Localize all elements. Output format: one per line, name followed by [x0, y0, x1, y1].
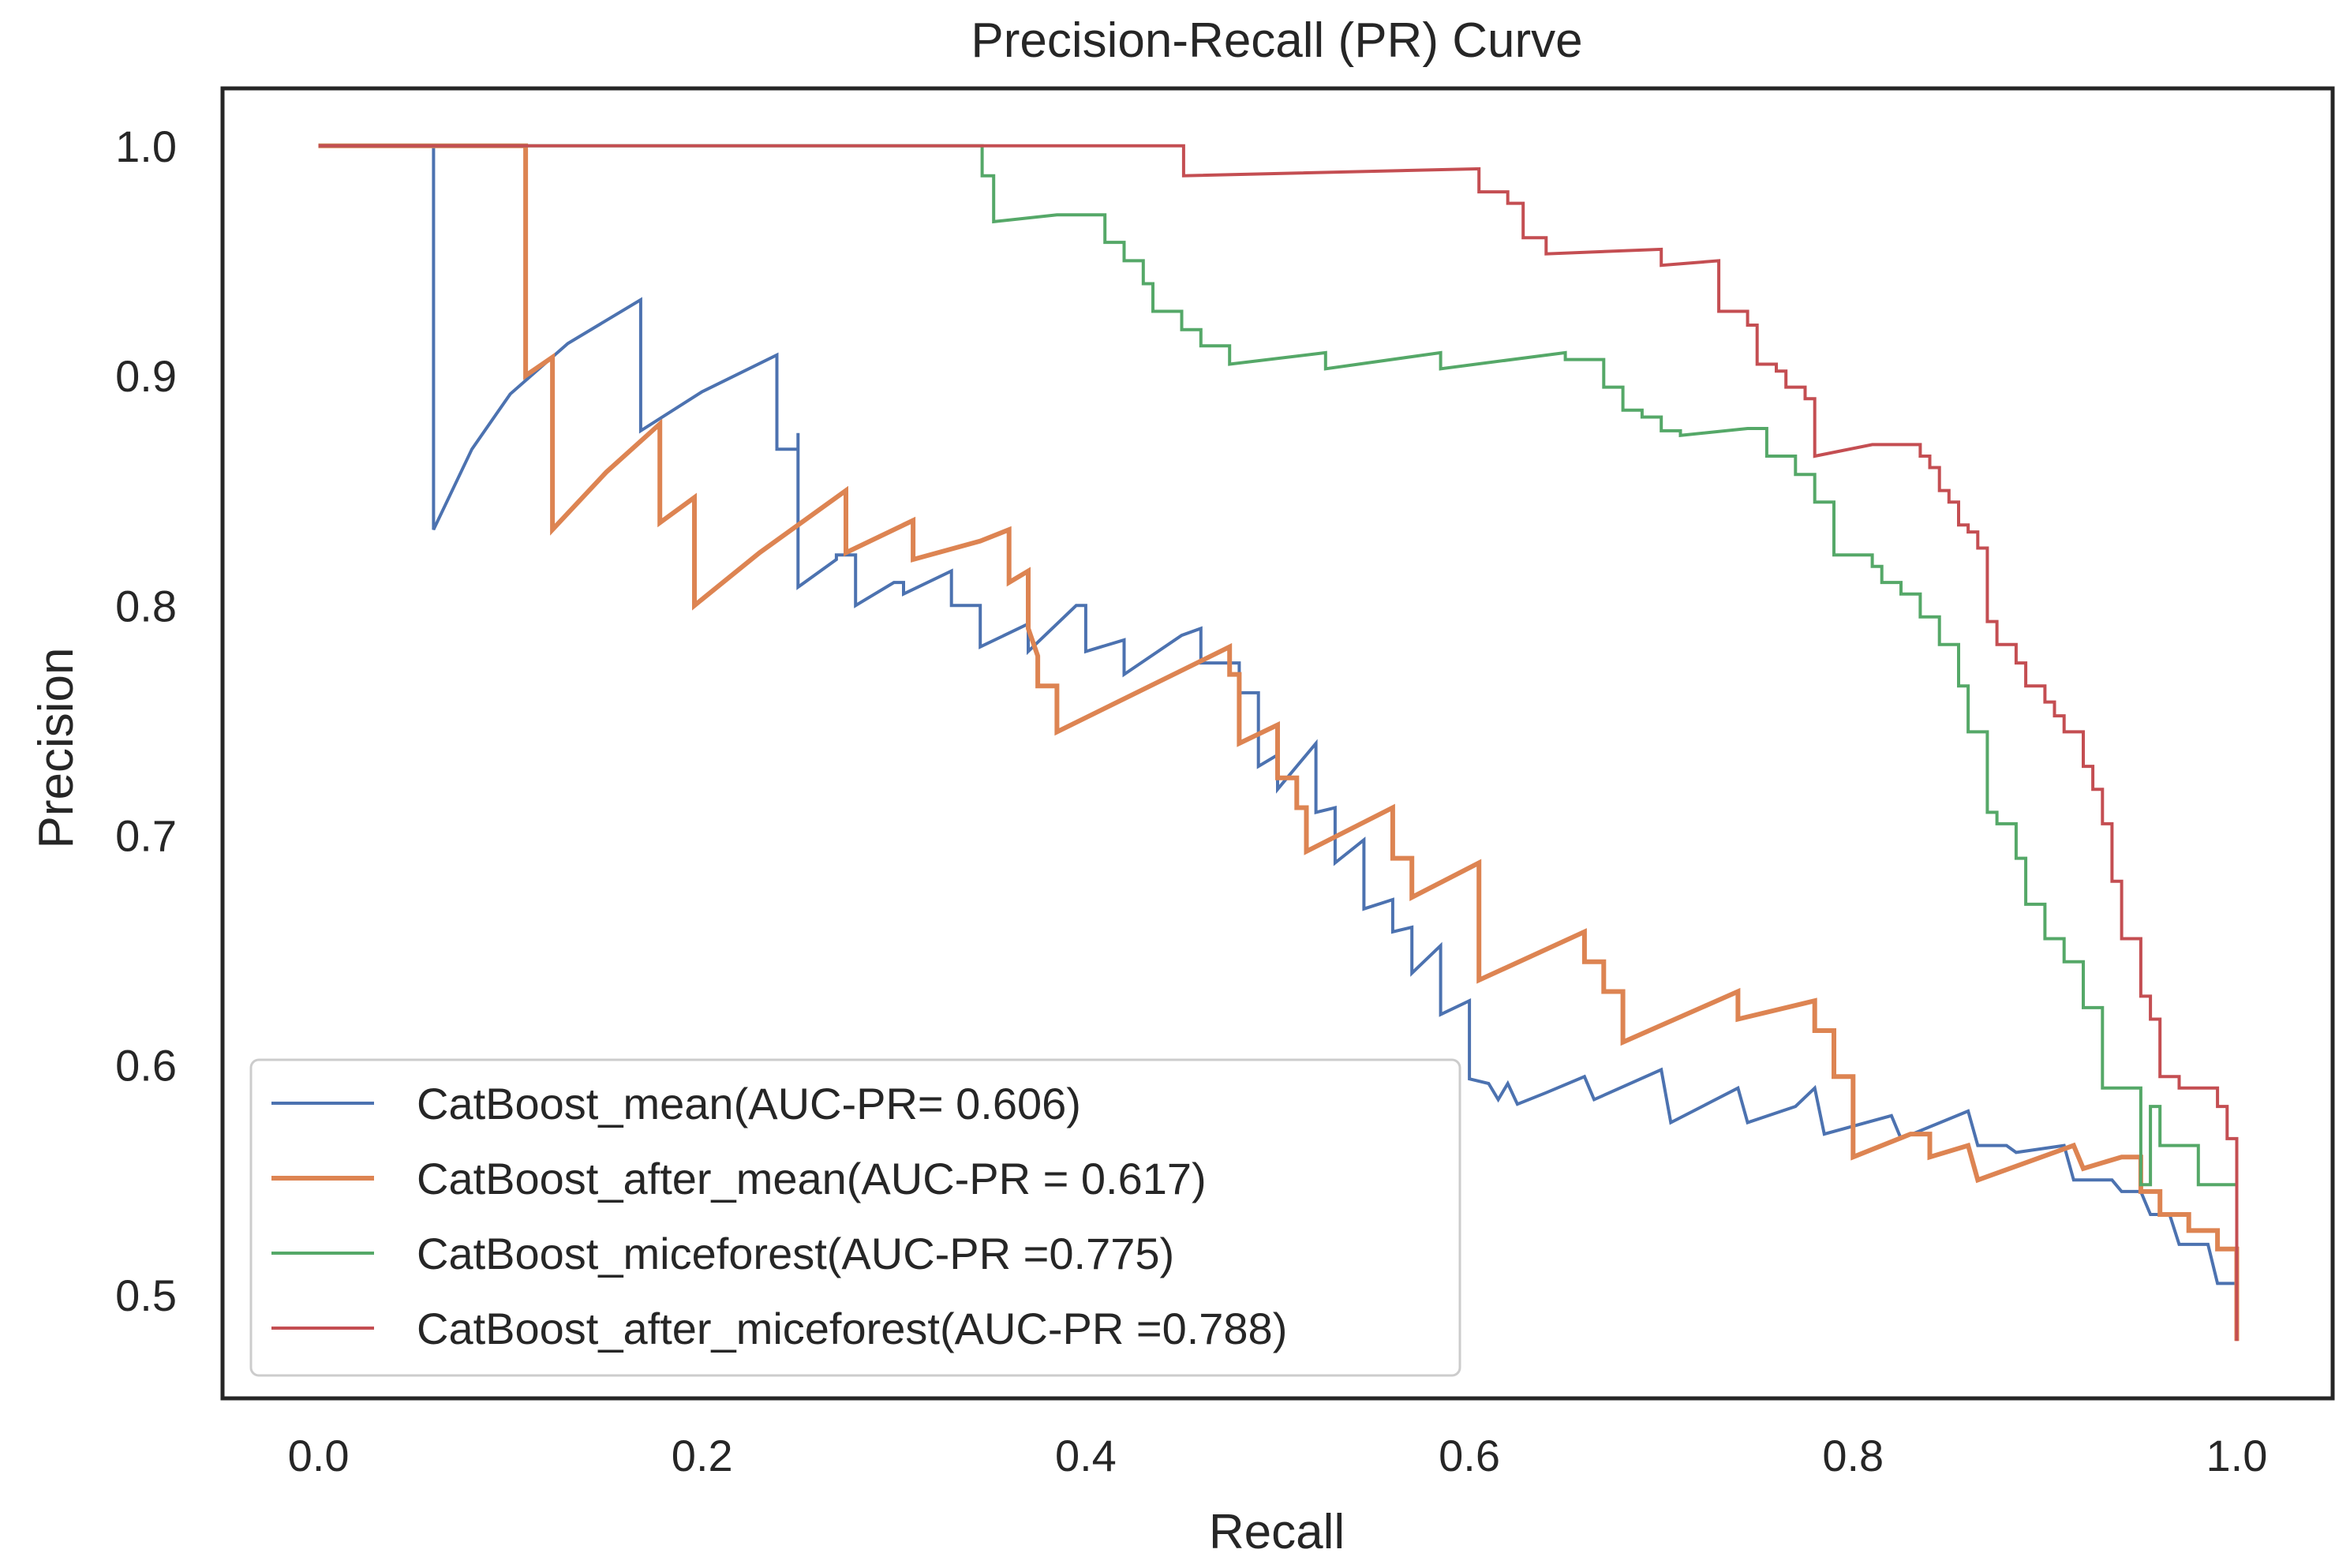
chart-title: Precision-Recall (PR) Curve: [971, 13, 1582, 68]
legend-label: CatBoost_mean(AUC-PR= 0.606): [417, 1079, 1081, 1128]
series-line-2: [318, 143, 2240, 1342]
legend-label: CatBoost_after_miceforest(AUC-PR =0.788): [417, 1304, 1287, 1353]
legend-label: CatBoost_after_mean(AUC-PR = 0.617): [417, 1154, 1207, 1203]
x-tick-label: 0.4: [1055, 1431, 1117, 1480]
series-line-1: [318, 144, 2239, 1337]
x-tick-label: 0.6: [1439, 1431, 1500, 1480]
plot-area: 0.0 0.2 0.4 0.6 0.8 1.0 0.5 0.6 0.7 0.8 0.9 1.0 CatB…: [115, 86, 2335, 1480]
legend-label: CatBoost_miceforest(AUC-PR =0.775): [417, 1229, 1174, 1278]
y-tick-label: 0.7: [115, 810, 177, 860]
y-tick-label: 0.9: [115, 351, 177, 401]
x-tick-label: 0.8: [1822, 1431, 1884, 1480]
y-axis-label: Precision: [29, 648, 84, 849]
series-line-3: [318, 144, 2237, 1187]
x-tick-label: 1.0: [2206, 1431, 2268, 1480]
axes-frame: [220, 86, 2335, 1401]
y-tick-label: 0.5: [115, 1270, 177, 1320]
legend-box: [249, 1058, 1461, 1377]
x-axis-label: Recall: [1209, 1505, 1345, 1559]
y-tick-label: 0.6: [115, 1041, 177, 1091]
x-tick-label: 0.2: [672, 1431, 733, 1480]
x-tick-label: 0.0: [288, 1431, 350, 1480]
y-tick-label: 0.8: [115, 581, 177, 631]
y-tick-label: 1.0: [115, 122, 177, 171]
series-line-4: [318, 144, 2239, 1342]
